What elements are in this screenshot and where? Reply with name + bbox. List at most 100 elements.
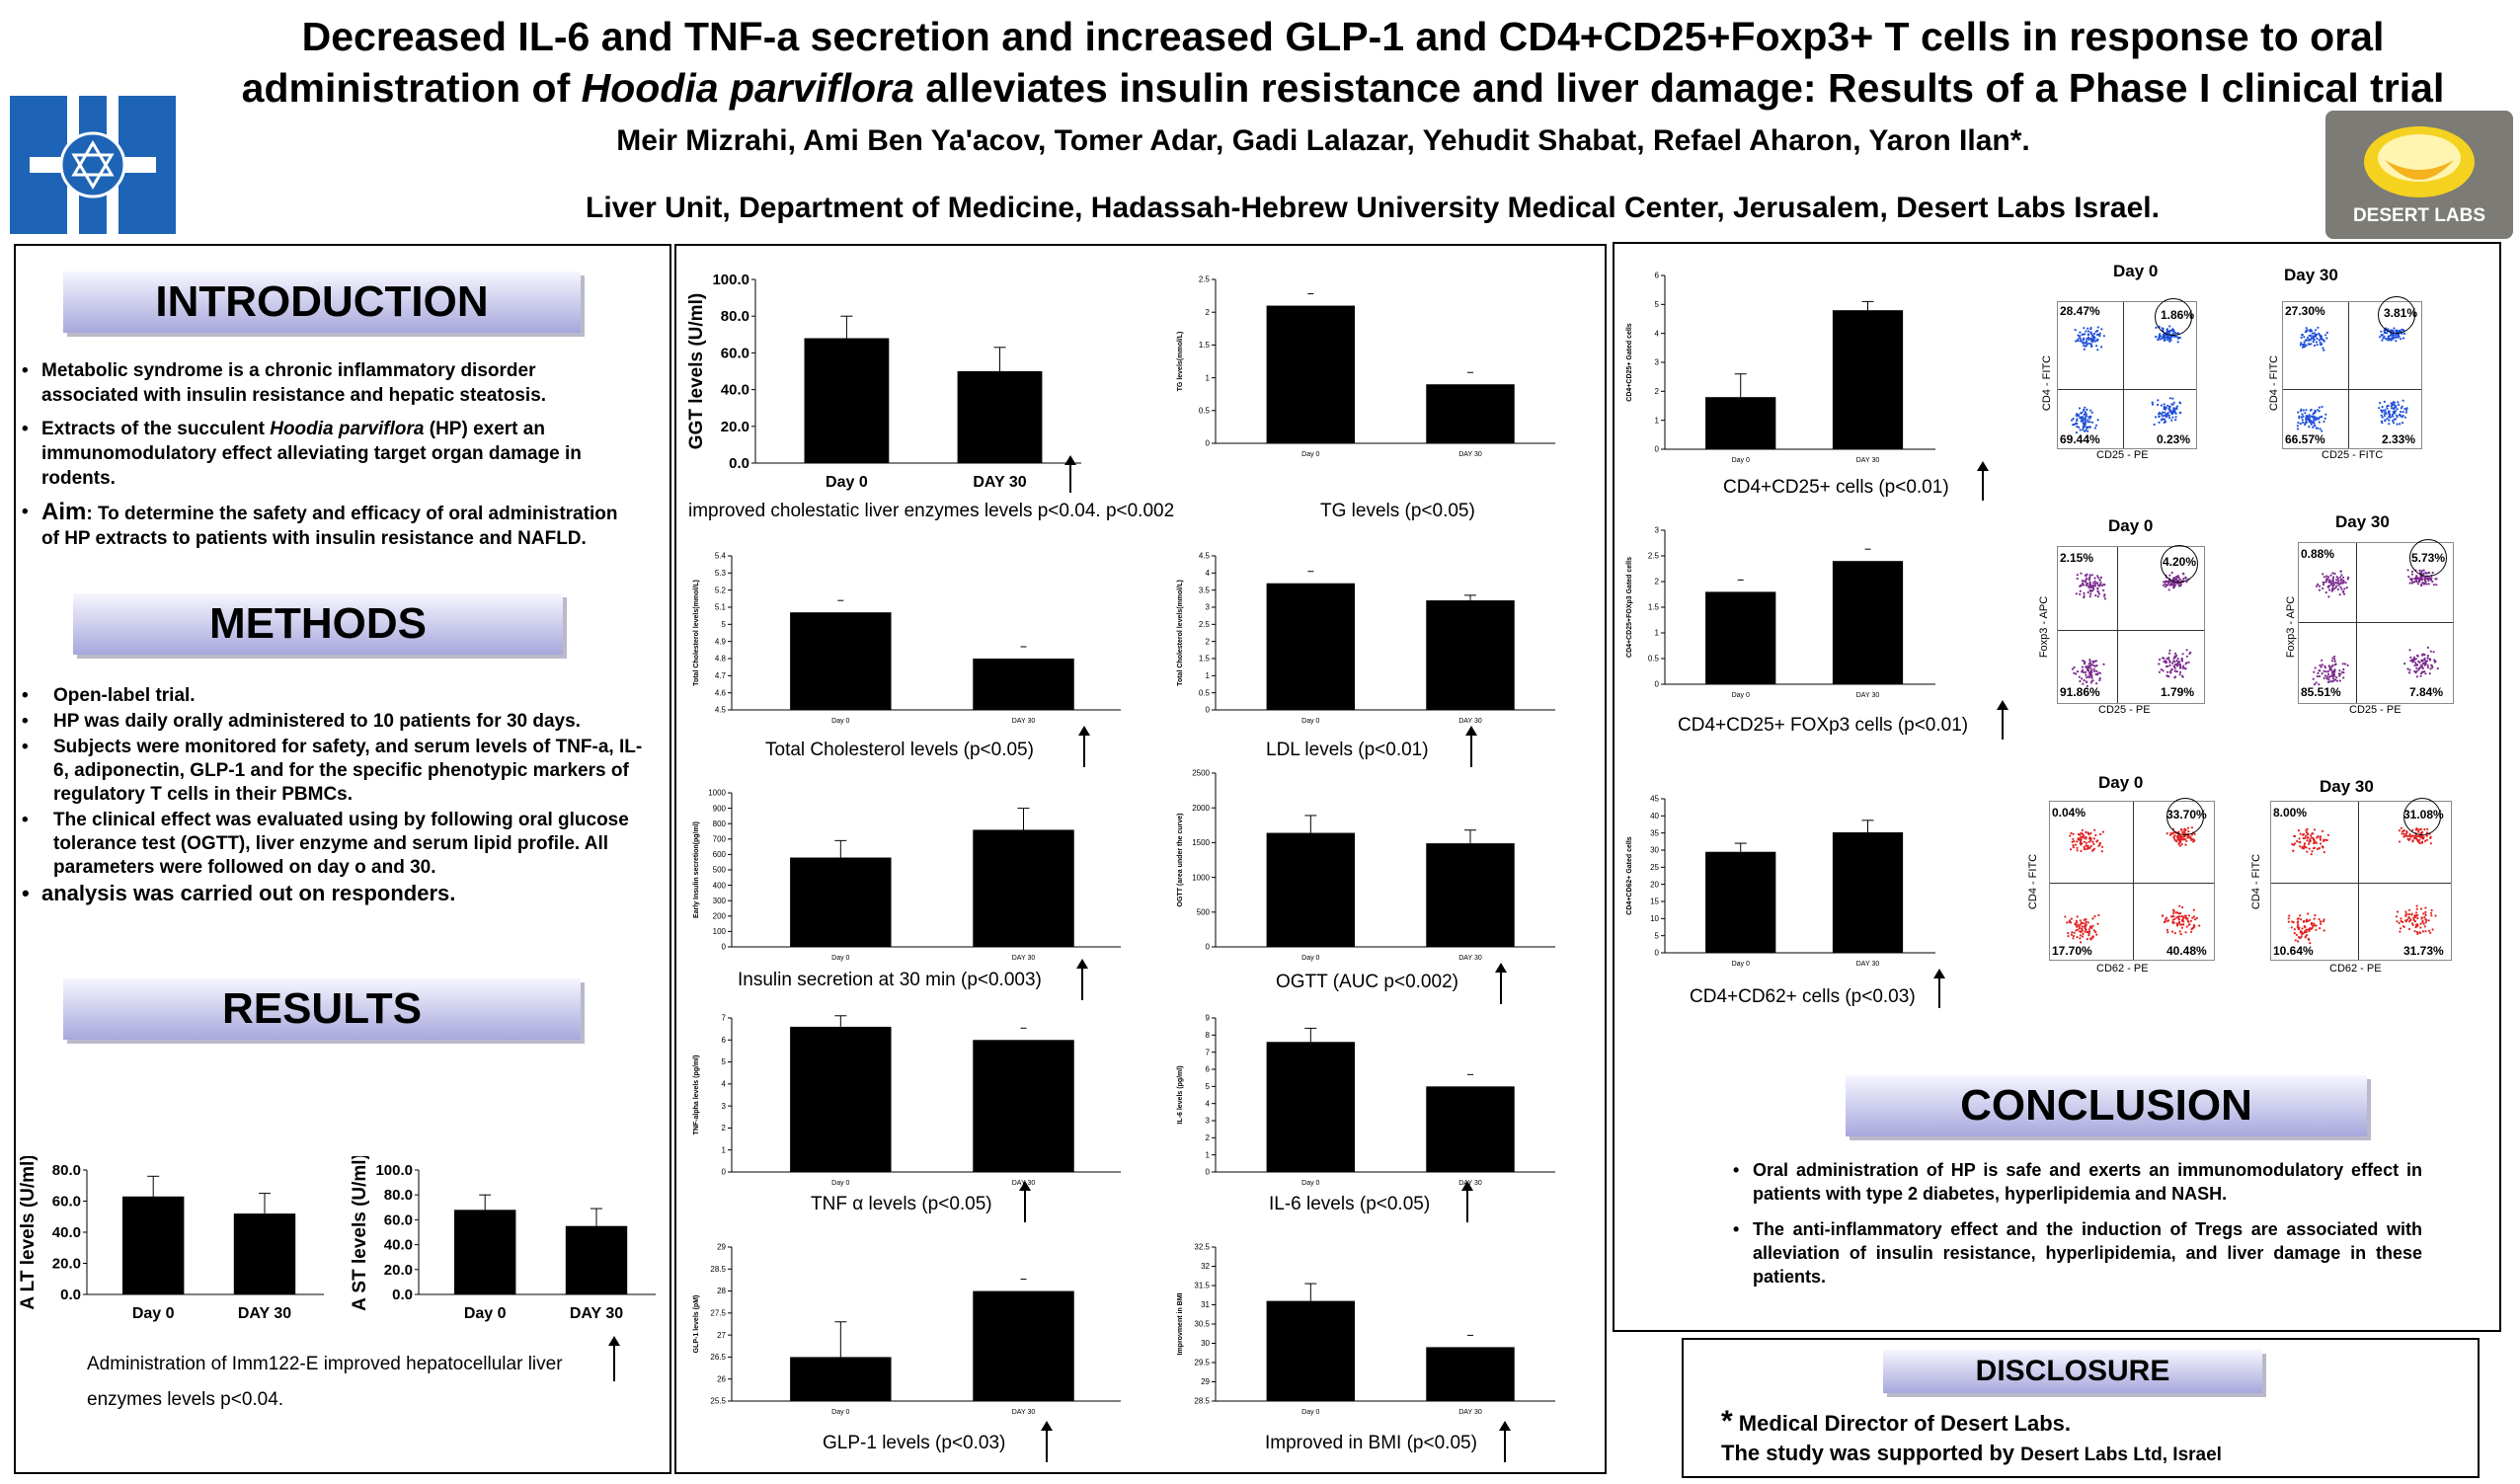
event-dot bbox=[2401, 416, 2403, 419]
event-dot bbox=[2097, 913, 2100, 917]
flow-x-label: CD62 - PE bbox=[2329, 963, 2382, 975]
event-dot bbox=[2430, 908, 2433, 912]
event-dot bbox=[2173, 917, 2176, 920]
up-arrow-icon bbox=[1064, 455, 1076, 493]
event-dot bbox=[2428, 672, 2431, 675]
x-tick-label: DAY 30 bbox=[1458, 955, 1482, 962]
event-dot bbox=[2323, 676, 2325, 679]
flow-day-label: Day 30 bbox=[2320, 777, 2374, 796]
event-dot bbox=[2092, 929, 2095, 932]
event-dot bbox=[2164, 586, 2166, 588]
event-dot bbox=[2436, 667, 2439, 670]
y-tick-label: 29 bbox=[717, 1243, 726, 1252]
event-dot bbox=[2413, 920, 2417, 923]
event-dot bbox=[2163, 421, 2166, 424]
event-dot bbox=[2099, 576, 2102, 579]
event-dot bbox=[2079, 335, 2082, 338]
event-dot bbox=[2300, 336, 2303, 340]
event-dot bbox=[2093, 669, 2096, 672]
poster-title-line2: administration of Hoodia parviflora alle… bbox=[241, 65, 2445, 111]
event-dot bbox=[2322, 586, 2324, 590]
event-dot bbox=[2083, 337, 2086, 340]
event-dot bbox=[2322, 846, 2324, 849]
event-dot bbox=[2096, 922, 2099, 925]
event-dot bbox=[2315, 924, 2318, 927]
event-dot bbox=[2066, 921, 2069, 924]
event-dot bbox=[2400, 826, 2402, 829]
event-dot bbox=[2171, 918, 2174, 921]
event-dot bbox=[2313, 683, 2316, 686]
event-dot bbox=[2425, 834, 2428, 837]
event-dot bbox=[2173, 666, 2176, 669]
event-dot bbox=[2304, 836, 2307, 839]
event-dot bbox=[2392, 415, 2395, 418]
event-dot bbox=[2398, 921, 2401, 924]
event-dot bbox=[2429, 931, 2432, 934]
event-dot bbox=[2424, 910, 2427, 913]
event-dot bbox=[2300, 416, 2303, 419]
y-tick-label: 300 bbox=[713, 897, 727, 905]
event-dot bbox=[2097, 577, 2100, 580]
event-dot bbox=[2421, 654, 2424, 657]
event-dot bbox=[2310, 337, 2313, 340]
up-arrow-icon bbox=[1933, 969, 1945, 1008]
event-dot bbox=[2307, 928, 2310, 931]
y-tick-label: 35 bbox=[1650, 828, 1659, 837]
event-dot bbox=[2081, 419, 2084, 423]
event-dot bbox=[2162, 669, 2165, 672]
quadrant-value: 27.30% bbox=[2285, 304, 2325, 318]
event-dot bbox=[2158, 415, 2161, 418]
event-dot bbox=[2334, 586, 2337, 589]
event-dot bbox=[2323, 674, 2326, 677]
event-dot bbox=[2080, 921, 2083, 925]
event-dot bbox=[2084, 927, 2087, 930]
event-dot bbox=[2079, 833, 2082, 836]
event-dot bbox=[2175, 407, 2178, 411]
event-dot bbox=[2158, 421, 2161, 424]
event-dot bbox=[2333, 655, 2336, 659]
bar bbox=[122, 1196, 185, 1294]
event-dot bbox=[2093, 577, 2096, 580]
event-dot bbox=[2176, 658, 2179, 661]
event-dot bbox=[2405, 830, 2408, 833]
event-dot bbox=[2183, 914, 2187, 917]
y-tick-label: 80.0 bbox=[52, 1162, 81, 1179]
event-dot bbox=[2303, 931, 2307, 934]
y-axis-label: OGTT (area under the curve) bbox=[1177, 814, 1184, 907]
event-dot bbox=[2333, 668, 2336, 671]
event-dot bbox=[2178, 670, 2182, 673]
event-dot bbox=[2316, 337, 2319, 341]
event-dot bbox=[2323, 420, 2325, 424]
event-dot bbox=[2312, 832, 2315, 835]
event-dot bbox=[2385, 338, 2388, 341]
event-dot bbox=[2297, 829, 2300, 832]
event-dot bbox=[2410, 835, 2413, 838]
event-dot bbox=[2301, 334, 2304, 337]
event-dot bbox=[2076, 578, 2079, 581]
y-tick-label: 6 bbox=[1206, 1065, 1211, 1074]
event-dot bbox=[2163, 335, 2166, 339]
event-dot bbox=[2085, 345, 2087, 348]
event-dot bbox=[2407, 576, 2410, 579]
event-dot bbox=[2095, 345, 2098, 348]
conclusion-heading: CONCLUSION bbox=[1846, 1075, 2367, 1136]
event-dot bbox=[2073, 671, 2076, 674]
event-dot bbox=[2085, 673, 2087, 676]
event-dot bbox=[2311, 415, 2315, 419]
event-dot bbox=[2310, 834, 2313, 837]
quadrant-value: 2.15% bbox=[2060, 551, 2094, 565]
event-dot bbox=[2093, 915, 2096, 918]
event-dot bbox=[2170, 403, 2173, 406]
event-dot bbox=[2076, 840, 2079, 843]
event-dot bbox=[2192, 840, 2195, 843]
event-dot bbox=[2327, 586, 2330, 588]
event-dot bbox=[2151, 403, 2155, 406]
event-dot bbox=[2079, 340, 2082, 343]
event-dot bbox=[2415, 675, 2418, 678]
event-dot bbox=[2313, 344, 2316, 348]
event-dot bbox=[2420, 659, 2423, 662]
event-dot bbox=[2383, 412, 2386, 415]
event-dot bbox=[2383, 400, 2386, 403]
event-dot bbox=[2085, 584, 2087, 586]
methods-bullet: Subjects were monitored for safety, and … bbox=[20, 736, 652, 807]
